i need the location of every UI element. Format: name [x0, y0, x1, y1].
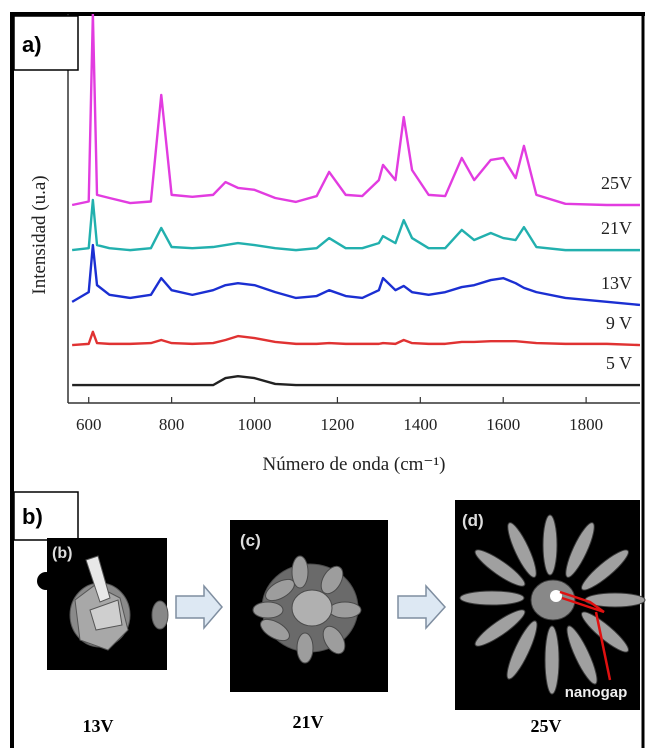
- panel-label: b): [22, 504, 43, 529]
- image-caption: 13V: [83, 716, 114, 736]
- x-tick-label: 1800: [569, 415, 603, 434]
- x-tick-label: 1000: [238, 415, 272, 434]
- x-tick-label: 1400: [403, 415, 437, 434]
- panel-label-box: [13, 15, 79, 71]
- series-label: 13V: [601, 273, 632, 293]
- image-label: (d): [462, 511, 484, 530]
- series-label: 21V: [601, 218, 632, 238]
- x-tick-label: 600: [76, 415, 102, 434]
- plot: [67, 14, 640, 404]
- image-label: (b): [52, 545, 72, 562]
- spectrum-line: [71, 14, 640, 207]
- sem-image: (b): [47, 538, 169, 670]
- sem-image: (c): [230, 520, 388, 692]
- x-tick-label: 800: [159, 415, 185, 434]
- arrow: [397, 584, 447, 630]
- y-axis-label: Intensidad (u.a): [29, 175, 50, 294]
- x-tick-label: 1600: [486, 415, 520, 434]
- x-axis-label: Número de onda (cm⁻¹): [263, 454, 446, 475]
- arrow: [175, 583, 223, 631]
- series-group: [71, 14, 640, 387]
- series-label: 9 V: [606, 313, 632, 333]
- series-label: 25V: [601, 173, 632, 193]
- panel-label: a): [22, 32, 42, 57]
- image-caption: 25V: [531, 716, 562, 736]
- annotation: nanogap: [565, 684, 628, 701]
- dot: [37, 572, 55, 590]
- image-caption: 21V: [293, 712, 324, 732]
- spectrum-line: [71, 243, 640, 307]
- sem-image: (d) nanogap: [455, 500, 646, 710]
- spectrum-line: [72, 198, 640, 252]
- panel-label-box: [13, 491, 79, 541]
- x-tick-label: 1200: [320, 415, 354, 434]
- series-label: 5 V: [606, 353, 632, 373]
- image-label: (c): [240, 531, 261, 550]
- spectrum-line: [72, 374, 640, 387]
- spectrum-line: [72, 330, 640, 347]
